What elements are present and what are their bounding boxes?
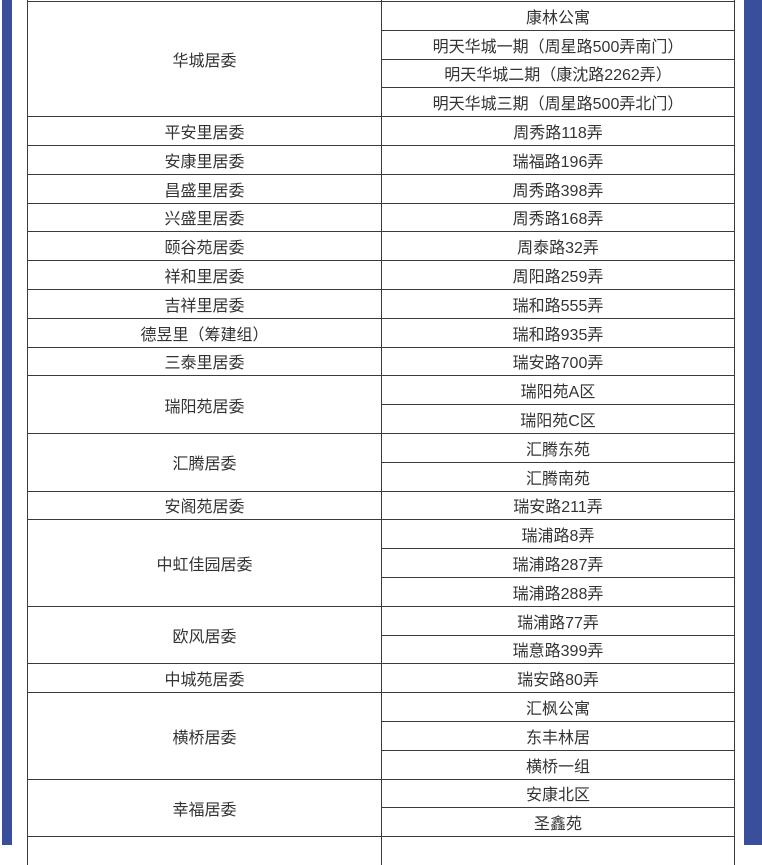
location-cell: 瑞和路935弄 [381,317,735,348]
location-cell: 康林公寓 [381,1,735,31]
location-cell: 东丰林居 [381,720,735,751]
committee-cell: 欧风居委 [27,605,382,665]
location-cell: 明天华城一期（周星路500弄南门） [381,29,735,60]
location-cell: 瑞意路399弄 [381,634,735,665]
committee-cell: 华城居委 [27,0,382,118]
table-row: 汇腾居委 汇腾东苑 [27,432,735,492]
location-cell: 瑞浦路8弄 [381,519,735,550]
location-cell: 瑞福路196弄 [381,144,735,175]
table-row: 东丰林居 [28,720,735,751]
location-cell: 周秀路398弄 [381,173,735,204]
location-cell: 瑞安路700弄 [381,346,735,377]
table-row: 幸福居委 安康北区 [27,778,735,838]
table-row: 中城苑居委 瑞安路80弄 [27,663,735,694]
location-cell: 圣鑫苑 [381,807,735,838]
table-row: 中虹佳园居委 瑞浦路8弄 [27,519,735,607]
committee-cell: 瑞阳苑居委 [27,375,382,434]
table-row: 吉祥里居委 瑞和路555弄 [27,288,735,319]
location-cell [381,836,735,865]
location-cell: 汇枫公寓 [381,692,735,722]
location-cell: 瑞阳苑A区 [381,375,735,406]
committee-cell: 祥和里居委 [27,260,382,290]
committee-cell: 安阁苑居委 [27,490,382,521]
table-row: 平安里居委 周秀路118弄 [27,116,735,146]
location-cell: 周泰路32弄 [381,231,735,262]
table-row: 横桥一组 [28,749,735,780]
location-cell: 安康北区 [381,778,735,809]
table-row: 瑞意路399弄 [28,634,735,665]
table-row: 三泰里居委 瑞安路700弄 [27,346,735,377]
location-cell: 瑞浦路287弄 [381,548,735,578]
table-row: 安康里居委 瑞福路196弄 [27,144,735,175]
location-cell: 瑞和路555弄 [381,288,735,319]
table-row: 明天华城一期（周星路500弄南门） [28,29,735,60]
table-row: 明天华城二期（康沈路2262弄） [28,58,735,89]
table-row: 圣鑫苑 [28,807,735,838]
committee-cell: 平安里居委 [27,116,382,146]
location-cell: 汇腾南苑 [381,461,735,492]
left-accent-bar [2,0,12,845]
table-row: 欧风居委 瑞浦路77弄 [27,605,735,665]
committee-cell: 颐谷苑居委 [27,231,382,262]
committee-cell: 昌盛里居委 [27,173,382,204]
table-row: 明天华城三期（周星路500弄北门） [28,87,735,118]
table-row: 瑞阳苑居委 瑞阳苑A区 [27,375,735,434]
committee-cell: 汇腾居委 [27,432,382,492]
community-table: 华城居委 康林公寓 明天华城一期（周星路500弄南门） 明天华城二期（康沈路2262弄… [27,0,735,865]
committee-cell: 德昱里（筹建组） [27,317,382,348]
location-cell: 瑞阳苑C区 [381,404,735,434]
committee-cell: 吉祥里居委 [27,288,382,319]
table-row: 颐谷苑居委 周泰路32弄 [27,231,735,262]
table-row: 华城居委 康林公寓 [27,0,735,118]
committee-cell: 安康里居委 [27,144,382,175]
committee-cell [27,836,382,865]
location-cell: 明天华城二期（康沈路2262弄） [381,58,735,89]
location-cell: 瑞安路80弄 [381,663,735,694]
table-row: 德昱里（筹建组） 瑞和路935弄 [27,317,735,348]
location-cell: 瑞浦路288弄 [381,576,735,607]
table-row: 安阁苑居委 瑞安路211弄 [27,490,735,521]
committee-cell: 横桥居委 [27,692,382,780]
committee-cell: 中城苑居委 [27,663,382,694]
location-cell: 明天华城三期（周星路500弄北门） [381,87,735,118]
location-cell [381,0,735,3]
location-cell: 瑞安路211弄 [381,490,735,521]
location-cell: 瑞浦路77弄 [381,605,735,636]
location-cell: 周秀路168弄 [381,202,735,233]
committee-cell: 三泰里居委 [27,346,382,377]
location-cell: 横桥一组 [381,749,735,780]
committee-cell: 幸福居委 [27,778,382,838]
table-row [27,836,735,865]
table-row: 昌盛里居委 周秀路398弄 [27,173,735,204]
location-cell: 周秀路118弄 [381,116,735,146]
table-row: 汇腾南苑 [28,461,735,492]
table-row: 祥和里居委 周阳路259弄 [27,260,735,290]
location-cell: 汇腾东苑 [381,432,735,463]
community-table-body: 华城居委 康林公寓 明天华城一期（周星路500弄南门） 明天华城二期（康沈路2262弄… [27,0,735,865]
table-row: 横桥居委 汇枫公寓 [27,692,735,780]
location-cell: 周阳路259弄 [381,260,735,290]
table-container: 华城居委 康林公寓 明天华城一期（周星路500弄南门） 明天华城二期（康沈路2262弄… [27,0,735,865]
committee-cell: 中虹佳园居委 [27,519,382,607]
committee-cell: 兴盛里居委 [27,202,382,233]
right-accent-bar [744,0,762,845]
table-row: 兴盛里居委 周秀路168弄 [27,202,735,233]
